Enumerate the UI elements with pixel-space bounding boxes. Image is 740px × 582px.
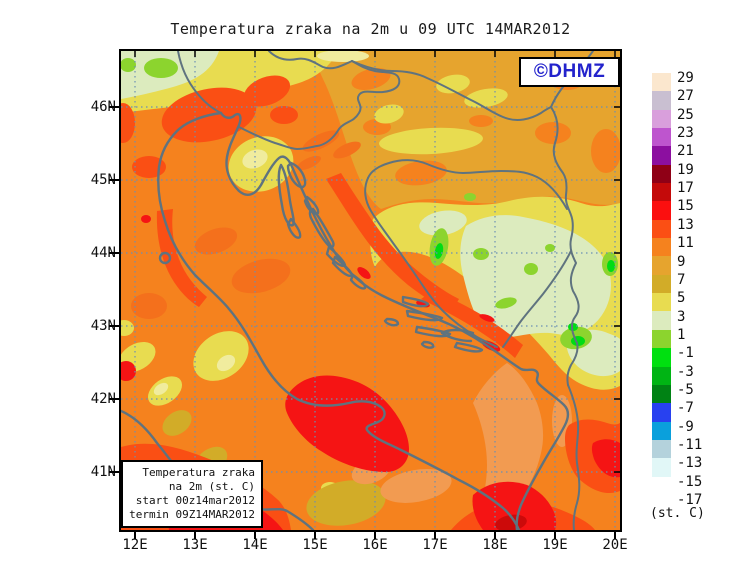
lon-tick bbox=[494, 532, 496, 539]
colorbar-swatch bbox=[652, 238, 671, 257]
colorbar-label: -11 bbox=[677, 437, 703, 453]
colorbar-label: 19 bbox=[677, 161, 694, 178]
lon-tick-label: 20E bbox=[602, 537, 628, 553]
colorbar-label: 29 bbox=[677, 70, 694, 86]
lat-tick-label: 41N bbox=[90, 464, 116, 480]
dhmz-label: ©DHMZ bbox=[533, 61, 606, 82]
field-green-corner bbox=[121, 58, 178, 78]
colorbar-label: -5 bbox=[677, 381, 694, 398]
lat-tick-label: 45N bbox=[90, 172, 116, 188]
lon-tick bbox=[374, 532, 376, 539]
lat-tick-label: 43N bbox=[90, 318, 116, 334]
run-info-box: Temperatura zraka na 2m (st. C) start 00… bbox=[121, 460, 263, 528]
lon-tick bbox=[194, 532, 196, 539]
lon-tick-label: 18E bbox=[482, 537, 508, 553]
lat-tick bbox=[109, 106, 119, 108]
colorbar-swatch bbox=[652, 91, 671, 110]
field-deep-orange-mottle bbox=[131, 130, 361, 319]
lat-tick bbox=[109, 325, 119, 327]
colorbar-label: -3 bbox=[677, 363, 694, 380]
colorbar-label: -13 bbox=[677, 455, 703, 472]
lon-tick-label: 13E bbox=[182, 537, 208, 553]
lon-tick bbox=[614, 532, 616, 539]
colorbar-label: 17 bbox=[677, 180, 694, 197]
colorbar-label: 7 bbox=[677, 271, 686, 288]
lon-tick-label: 17E bbox=[422, 537, 448, 553]
colorbar-swatch bbox=[652, 439, 671, 459]
colorbar-label: 25 bbox=[677, 106, 694, 123]
colorbar-label: 13 bbox=[677, 216, 694, 233]
lat-tick-label: 44N bbox=[90, 245, 116, 261]
colorbar-swatch bbox=[652, 109, 671, 129]
colorbar-label: 15 bbox=[677, 198, 694, 215]
map-title: Temperatura zraka na 2m u 09 UTC 14MAR20… bbox=[170, 20, 571, 38]
lon-tick bbox=[254, 532, 256, 539]
colorbar-swatch bbox=[652, 421, 671, 440]
colorbar-label: 27 bbox=[677, 88, 694, 105]
lat-tick bbox=[109, 471, 119, 473]
lon-tick bbox=[134, 532, 136, 539]
colorbar-swatch bbox=[652, 146, 671, 165]
colorbar-unit: (st. C) bbox=[650, 506, 705, 521]
colorbar-swatch bbox=[652, 293, 671, 312]
lat-tick bbox=[109, 179, 119, 181]
colorbar-label: 21 bbox=[677, 143, 694, 160]
colorbar-swatch bbox=[652, 458, 671, 477]
colorbar-swatch bbox=[652, 219, 671, 239]
colorbar-label: -9 bbox=[677, 418, 694, 435]
lat-tick-label: 46N bbox=[90, 99, 116, 115]
colorbar-swatch bbox=[652, 348, 671, 367]
colorbar-swatch bbox=[652, 73, 671, 92]
lon-tick-label: 19E bbox=[542, 537, 568, 553]
run-info-line: na 2m (st. C) bbox=[168, 480, 255, 493]
field-paleyellow-centers bbox=[153, 51, 369, 396]
colorbar-swatch bbox=[652, 183, 671, 202]
colorbar-label: 1 bbox=[677, 326, 686, 343]
colorbar-swatch bbox=[652, 274, 671, 294]
colorbar-label: 3 bbox=[677, 308, 686, 325]
colorbar-swatch bbox=[652, 128, 671, 147]
lon-tick-label: 15E bbox=[302, 537, 328, 553]
coastlines bbox=[121, 111, 570, 530]
colorbar-label: -15 bbox=[677, 473, 703, 490]
colorbar-label: -1 bbox=[677, 345, 694, 362]
colorbar-swatches bbox=[652, 73, 671, 495]
run-info-line: Temperatura zraka bbox=[142, 466, 255, 479]
run-info-line: start 00z14mar2012 bbox=[135, 494, 255, 507]
run-info-line: termin 09Z14MAR2012 bbox=[129, 508, 255, 521]
colorbar-label: 11 bbox=[677, 235, 694, 252]
lon-tick bbox=[314, 532, 316, 539]
colorbar-swatch bbox=[652, 329, 671, 349]
colorbar-swatch bbox=[652, 311, 671, 330]
country-borders bbox=[177, 51, 594, 530]
colorbar-label: 23 bbox=[677, 125, 694, 142]
map-area: ©DHMZ Temperatura zraka na 2m (st. C) st… bbox=[119, 49, 622, 532]
temperature-map-image bbox=[121, 51, 620, 530]
lon-tick bbox=[434, 532, 436, 539]
colorbar-label: -7 bbox=[677, 400, 694, 417]
colorbar-swatch bbox=[652, 403, 671, 422]
colorbar-swatch bbox=[652, 201, 671, 220]
colorbar-label: -17 bbox=[677, 492, 703, 509]
lon-tick-label: 14E bbox=[242, 537, 268, 553]
colorbar-swatch bbox=[652, 164, 671, 184]
colorbar-swatch bbox=[652, 366, 671, 385]
colorbar-label: 5 bbox=[677, 290, 686, 307]
colorbar-swatch bbox=[652, 384, 671, 404]
lat-tick bbox=[109, 398, 119, 400]
frame-ticks bbox=[134, 51, 620, 473]
colorbar-swatch bbox=[652, 256, 671, 275]
lat-tick bbox=[109, 252, 119, 254]
colorbar-label: 9 bbox=[677, 253, 686, 270]
lat-tick-label: 42N bbox=[90, 391, 116, 407]
lon-tick bbox=[554, 532, 556, 539]
colorbar-swatch bbox=[652, 476, 671, 495]
dhmz-watermark: ©DHMZ bbox=[519, 57, 620, 87]
lon-tick-label: 16E bbox=[362, 537, 388, 553]
lon-tick-label: 12E bbox=[122, 537, 148, 553]
